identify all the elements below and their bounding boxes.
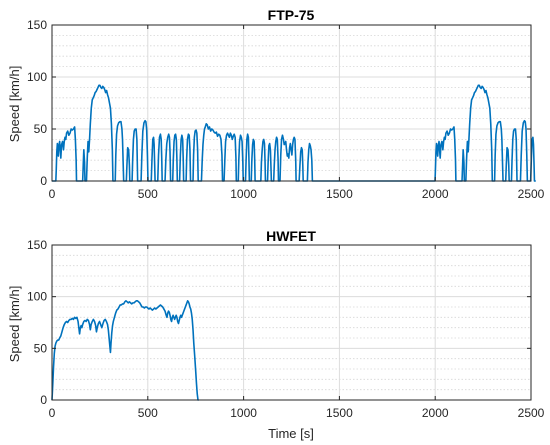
x-tick-label: 2500 — [518, 406, 545, 420]
axes-box-hwfet — [51, 244, 532, 401]
speed-series-line — [52, 84, 536, 182]
x-tick-label: 1000 — [230, 187, 257, 201]
grid-hwfet — [51, 244, 532, 401]
series-group-hwfet — [51, 300, 199, 401]
y-ticks-hwfet: 0 50 100 150 — [27, 238, 531, 407]
y-axis-label-ftp75: Speed [km/h] — [7, 66, 22, 143]
chart-title-ftp75: FTP-75 — [268, 7, 315, 23]
x-tick-label: 2000 — [422, 187, 449, 201]
y-tick-label: 50 — [34, 122, 48, 136]
plot-hwfet: HWFET 0 500 1000 1500 2000 2500 0 50 100 150 Spe… — [7, 228, 545, 441]
x-tick-label: 1000 — [230, 406, 257, 420]
plot-ftp75: FTP-75 0 500 1000 1500 2000 2500 0 50 100 150 Sp… — [7, 7, 545, 201]
x-axis-label-hwfet: Time [s] — [268, 426, 314, 441]
y-ticks-ftp75: 0 50 100 150 — [27, 18, 531, 188]
y-tick-label: 0 — [40, 174, 47, 188]
x-tick-label: 0 — [49, 406, 56, 420]
x-tick-label: 500 — [138, 406, 158, 420]
grid-ftp75 — [51, 24, 532, 182]
x-tick-label: 2500 — [518, 187, 545, 201]
chart-title-hwfet: HWFET — [266, 228, 316, 244]
y-axis-label-hwfet: Speed [km/h] — [7, 286, 22, 363]
x-tick-label: 500 — [138, 187, 158, 201]
axes-box-ftp75 — [51, 24, 532, 182]
y-tick-label: 100 — [27, 290, 47, 304]
y-tick-label: 150 — [27, 18, 47, 32]
y-tick-label: 150 — [27, 238, 47, 252]
x-tick-label: 1500 — [326, 406, 353, 420]
x-ticks-ftp75: 0 500 1000 1500 2000 2500 — [49, 25, 545, 201]
y-tick-label: 50 — [34, 341, 48, 355]
x-tick-label: 0 — [49, 187, 56, 201]
x-tick-label: 1500 — [326, 187, 353, 201]
y-tick-label: 0 — [40, 393, 47, 407]
x-ticks-hwfet: 0 500 1000 1500 2000 2500 — [49, 245, 545, 420]
x-tick-label: 2000 — [422, 406, 449, 420]
series-group-ftp75 — [52, 84, 536, 182]
speed-series-line — [51, 300, 199, 401]
y-tick-label: 100 — [27, 70, 47, 84]
